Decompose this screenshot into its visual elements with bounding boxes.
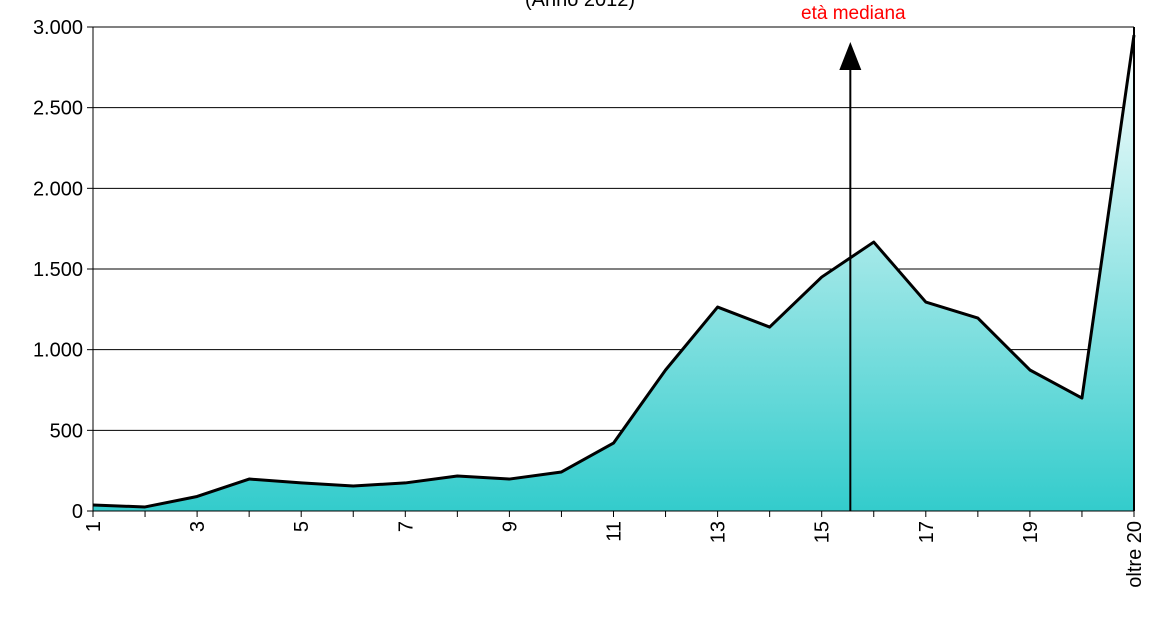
y-tick-label: 1.500 [33, 259, 83, 281]
x-tick-label: 1 [83, 521, 105, 532]
chart-title: (Anno 2012) [525, 0, 635, 11]
y-tick-label: 2.000 [33, 178, 83, 200]
y-tick-label: 500 [50, 420, 83, 442]
area [93, 35, 1134, 512]
x-tick-label: 5 [291, 521, 313, 532]
x-tick-label: 13 [708, 521, 730, 543]
y-tick-label: 3.000 [33, 17, 83, 39]
y-tick-label: 2.500 [33, 98, 83, 120]
median-label: età mediana [801, 3, 906, 24]
x-tick-label: oltre 20 [1124, 521, 1146, 588]
x-tick-label: 9 [499, 521, 521, 532]
line [92, 34, 1136, 509]
y-tick-label: 1.000 [33, 340, 83, 362]
median-arrowhead [839, 42, 862, 70]
x-tick-label: 7 [395, 521, 417, 532]
x-tick-label: 19 [1020, 521, 1042, 543]
x-tick-label: 15 [812, 521, 834, 543]
x-tick-label: 3 [187, 521, 209, 532]
x-tick-label: 17 [916, 521, 938, 543]
x-tick-label: 11 [604, 521, 626, 542]
y-tick-label: 0 [72, 501, 83, 523]
